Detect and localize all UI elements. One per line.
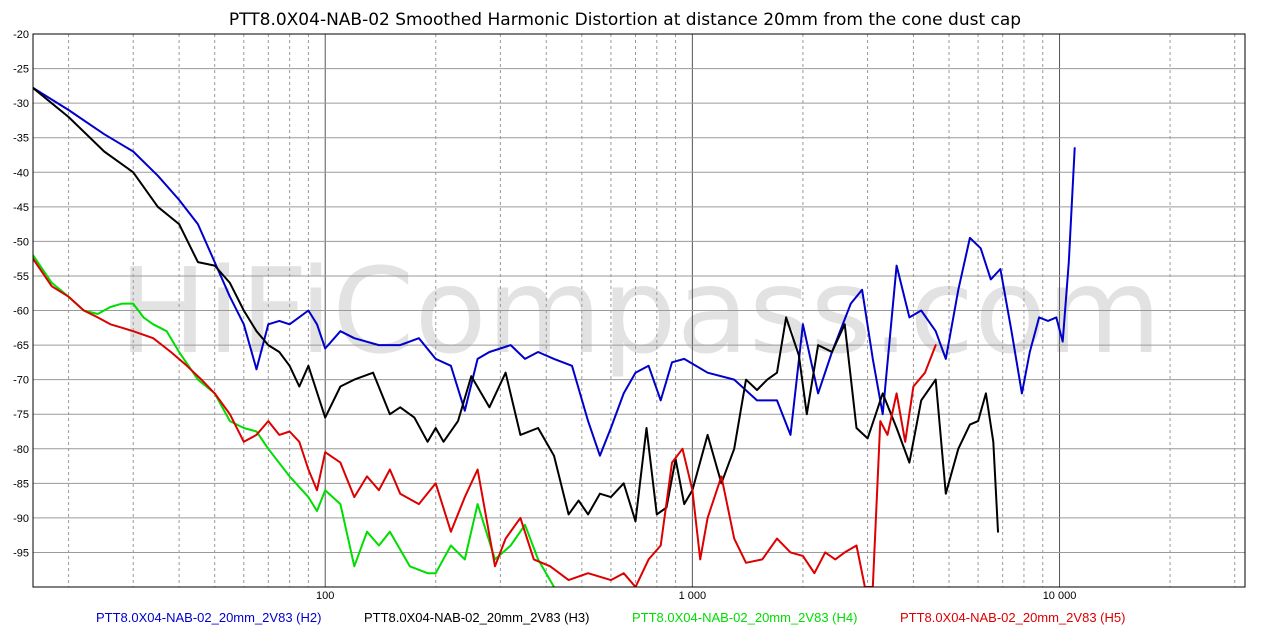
y-tick-label: -80	[13, 444, 29, 456]
x-tick-label: 100	[316, 590, 334, 602]
y-tick-label: -35	[13, 133, 29, 145]
grid	[33, 33, 1245, 587]
series-line-3	[33, 254, 555, 587]
legend-entry: PTT8.0X04-NAB-02_20mm_2V83 (H4)	[632, 610, 857, 625]
y-tick-label: -75	[13, 409, 29, 421]
series-line-4	[33, 257, 937, 587]
y-tick-label: -60	[13, 306, 29, 318]
legend: PTT8.0X04-NAB-02_20mm_2V83 (H2) PTT8.0X04…	[96, 610, 1125, 625]
y-tick-label: -20	[13, 29, 29, 41]
y-tick-label: -65	[13, 340, 29, 352]
y-axis-ticks: -20 -25 -30 -35 -40 -45 -50 -55 -60 -65 -70 -75 -80 -…	[13, 29, 29, 559]
series-line-2	[33, 86, 999, 533]
x-tick-label: 10 000	[1043, 590, 1077, 602]
legend-entry: PTT8.0X04-NAB-02_20mm_2V83 (H2)	[96, 610, 321, 625]
y-tick-label: -30	[13, 98, 29, 110]
y-tick-label: -55	[13, 271, 29, 283]
y-tick-label: -85	[13, 478, 29, 490]
plot-lines	[33, 86, 1076, 587]
y-tick-label: -95	[13, 547, 29, 559]
y-tick-label: -90	[13, 513, 29, 525]
x-axis-ticks: 100 1 000 10 000	[316, 590, 1076, 602]
y-tick-label: -25	[13, 64, 29, 76]
y-tick-label: -70	[13, 375, 29, 387]
y-tick-label: -40	[13, 167, 29, 179]
x-tick-label: 1 000	[679, 590, 707, 602]
legend-entry: PTT8.0X04-NAB-02_20mm_2V83 (H3)	[364, 610, 589, 625]
series-line-1	[33, 86, 1076, 457]
y-tick-label: -50	[13, 236, 29, 248]
y-tick-label: -45	[13, 202, 29, 214]
legend-entry: PTT8.0X04-NAB-02_20mm_2V83 (H5)	[900, 610, 1125, 625]
chart-title: PTT8.0X04-NAB-02 Smoothed Harmonic Disto…	[229, 10, 1021, 30]
plot-frame	[32, 33, 1246, 588]
